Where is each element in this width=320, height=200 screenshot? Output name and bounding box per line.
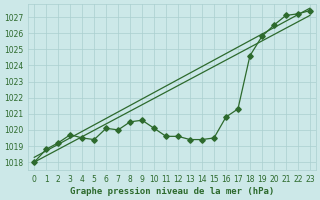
X-axis label: Graphe pression niveau de la mer (hPa): Graphe pression niveau de la mer (hPa) — [70, 187, 274, 196]
